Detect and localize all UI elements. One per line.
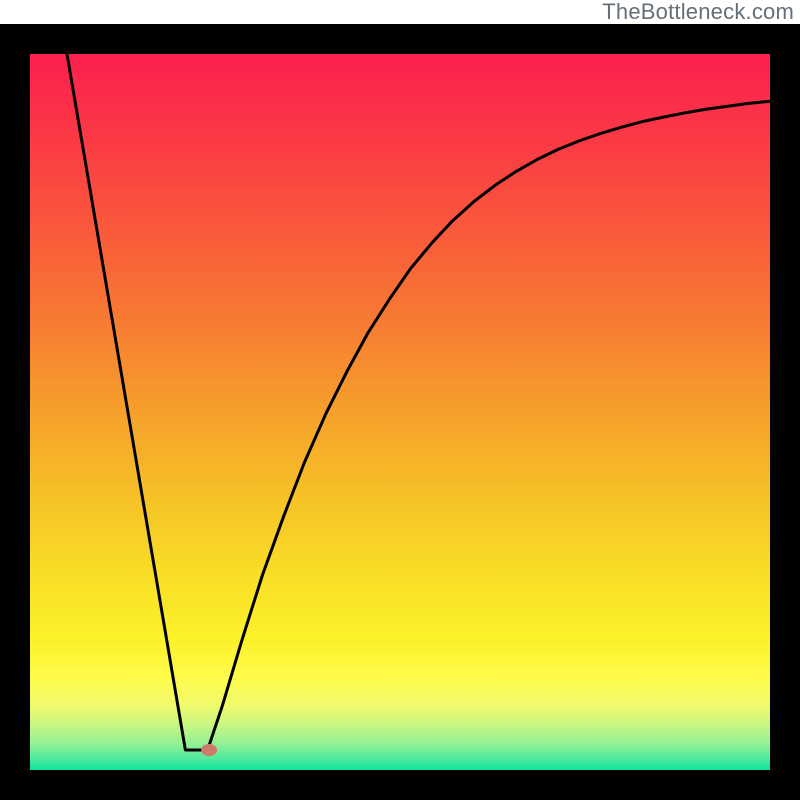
watermark-text: TheBottleneck.com [602,0,800,24]
frame-right [770,24,800,800]
frame-top [0,24,800,54]
frame-left [0,24,30,800]
gradient-plot-area [30,54,770,770]
gradient-svg [30,54,770,770]
chart-root: TheBottleneck.com [0,0,800,800]
frame-bottom [0,770,800,800]
